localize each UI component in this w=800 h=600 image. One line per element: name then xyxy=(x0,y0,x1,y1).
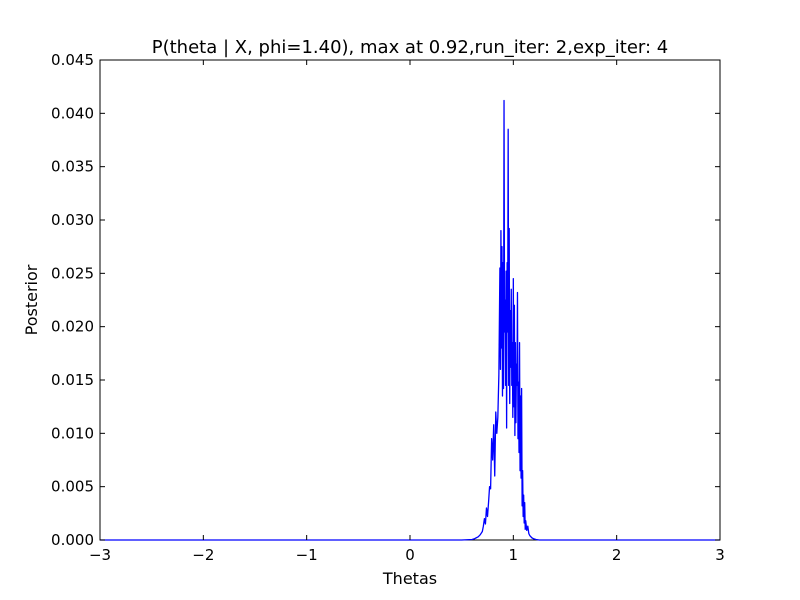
x-tick-label: 2 xyxy=(612,546,622,564)
y-tick-label: 0.040 xyxy=(51,104,94,122)
x-tick-label: −2 xyxy=(192,546,214,564)
y-tick-label: 0.010 xyxy=(51,424,94,442)
y-tick-label: 0.030 xyxy=(51,211,94,229)
x-tick-label: 0 xyxy=(405,546,415,564)
x-tick-label: −3 xyxy=(89,546,111,564)
y-tick-label: 0.020 xyxy=(51,318,94,336)
x-axis: −3 −2 −1 0 1 2 3 xyxy=(89,60,725,564)
y-axis-label: Posterior xyxy=(22,264,41,335)
x-axis-label: Thetas xyxy=(382,569,437,588)
y-tick-label: 0.000 xyxy=(51,531,94,549)
x-tick-label: 1 xyxy=(509,546,519,564)
x-tick-label: 3 xyxy=(715,546,725,564)
x-tick-label: −1 xyxy=(296,546,318,564)
y-tick-label: 0.025 xyxy=(51,264,94,282)
y-tick-label: 0.015 xyxy=(51,371,94,389)
y-tick-label: 0.035 xyxy=(51,158,94,176)
y-axis: 0.000 0.005 0.010 0.015 0.020 0.025 0.030 0.035… xyxy=(51,51,720,549)
chart-title: P(theta | X, phi=1.40), max at 0.92,run_… xyxy=(152,37,668,58)
series-line-posterior xyxy=(100,99,720,541)
y-tick-label: 0.005 xyxy=(51,478,94,496)
y-tick-label: 0.045 xyxy=(51,51,94,69)
